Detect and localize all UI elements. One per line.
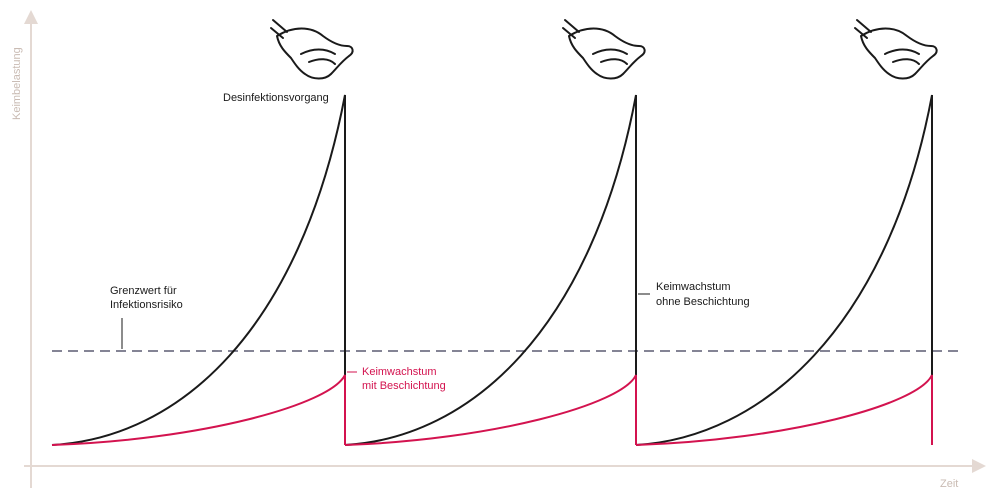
y-axis-arrow: [24, 10, 38, 24]
uncoated-curve-2: [344, 94, 637, 446]
coated-curve-2: [344, 374, 637, 446]
coated-label-line2: mit Beschichtung: [362, 380, 446, 392]
uncoated-curve-1: [51, 94, 346, 446]
uncoated-curve-3: [635, 94, 933, 446]
coated-growth-curves: [51, 374, 933, 446]
uncoated-growth-curves: [51, 94, 933, 446]
disinfection-icons: [269, 18, 938, 80]
hand-wiping-icon: [853, 18, 938, 80]
coated-curve-1: [51, 374, 346, 446]
disinfection-label: Desinfektionsvorgang: [223, 92, 329, 104]
threshold-label-line1: Grenzwert für: [110, 285, 177, 297]
x-axis-arrow: [972, 459, 986, 473]
x-axis-label: Zeit: [940, 478, 958, 490]
axes: Keimbelastung Zeit: [11, 10, 986, 490]
threshold-label-line2: Infektionsrisiko: [110, 299, 183, 311]
y-axis-label: Keimbelastung: [11, 47, 23, 120]
hand-wiping-icon: [561, 18, 646, 80]
uncoated-label-line1: Keimwachstum: [656, 281, 731, 293]
uncoated-label-line2: ohne Beschichtung: [656, 296, 750, 308]
coated-label-line1: Keimwachstum: [362, 366, 437, 378]
hand-wiping-icon: [269, 18, 354, 80]
coated-curve-3: [635, 374, 933, 446]
